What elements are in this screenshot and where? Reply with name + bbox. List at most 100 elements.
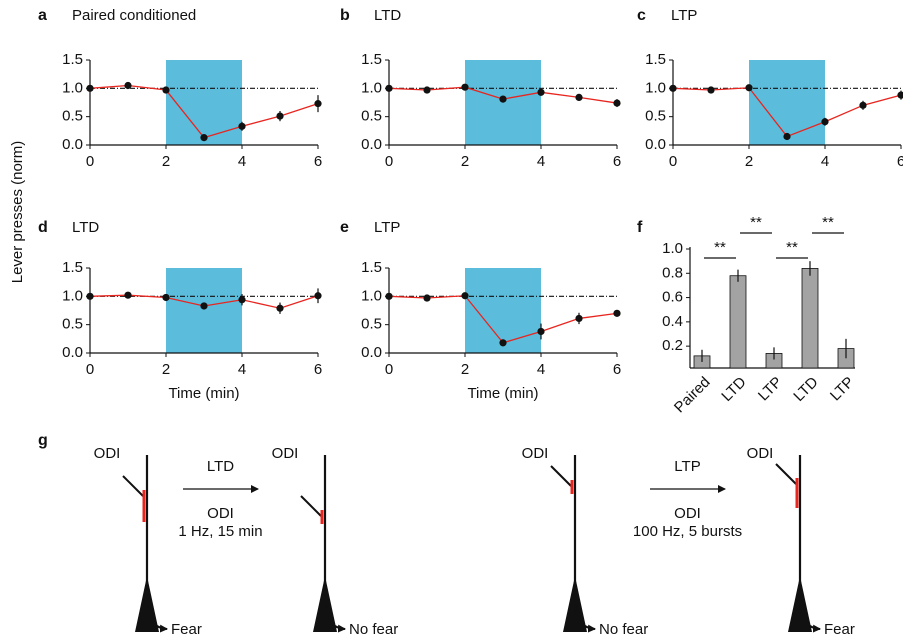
data-point — [314, 100, 322, 108]
x-tick-label: 4 — [238, 361, 246, 378]
data-point — [162, 293, 170, 302]
data-point — [385, 84, 393, 92]
bar — [801, 268, 819, 369]
x-tick-label: 2 — [461, 153, 469, 170]
input-label: ODI — [272, 445, 299, 462]
y-tick-label: 1.0 — [662, 240, 683, 257]
data-point — [461, 83, 469, 91]
y-tick-label: 0.4 — [662, 313, 683, 330]
panel-letter: e — [340, 219, 349, 236]
data-point — [499, 95, 507, 103]
data-point — [821, 118, 829, 126]
soma — [313, 576, 337, 632]
y-tick-label: 0.5 — [361, 108, 382, 125]
data-point — [86, 84, 94, 92]
y-tick-label: 1.0 — [645, 79, 666, 96]
protocol-label: 1 Hz, 15 min — [178, 523, 262, 540]
x-tick-label: Paired — [671, 374, 714, 417]
shaded-period — [166, 268, 242, 353]
y-tick-label: 0.0 — [645, 136, 666, 153]
y-tick-label: 0.0 — [62, 136, 83, 153]
output-arrow — [146, 604, 168, 633]
data-point — [745, 84, 753, 92]
data-point — [707, 86, 715, 94]
input-axon — [550, 465, 572, 487]
panel-title: LTD — [72, 219, 99, 236]
panel-letter: f — [637, 219, 643, 236]
x-tick-label: LTP — [755, 374, 786, 405]
data-point — [613, 309, 621, 317]
output-arrow — [574, 604, 596, 633]
y-tick-label: 1.5 — [645, 51, 666, 68]
data-point — [575, 93, 583, 101]
input-axon — [775, 463, 797, 485]
data-point — [897, 91, 903, 99]
data-point — [162, 86, 170, 94]
x-tick-label: 6 — [613, 361, 621, 378]
significance-label: ** — [714, 239, 726, 256]
output-arrow — [324, 604, 346, 633]
outcome-label: No fear — [349, 621, 398, 638]
soma — [135, 576, 159, 632]
stimulus-label: ODI — [674, 505, 701, 522]
y-tick-label: 0.6 — [662, 289, 683, 306]
x-tick-label: 2 — [745, 153, 753, 170]
data-point — [423, 86, 431, 94]
significance-label: ** — [822, 214, 834, 231]
output-arrow — [799, 604, 821, 633]
data-point — [537, 327, 545, 336]
protocol-label: 100 Hz, 5 bursts — [633, 523, 742, 540]
x-tick-label: 2 — [162, 361, 170, 378]
y-tick-label: 0.5 — [645, 108, 666, 125]
significance-label: ** — [786, 239, 798, 256]
x-tick-label: 6 — [314, 153, 322, 170]
panel-title: LTP — [374, 219, 400, 236]
data-point — [314, 292, 322, 300]
input-axon — [300, 495, 322, 517]
y-tick-label: 1.0 — [361, 287, 382, 304]
x-tick-label: 4 — [537, 153, 545, 170]
x-tick-label: 2 — [162, 153, 170, 170]
x-tick-label: 4 — [821, 153, 829, 170]
x-tick-label: 6 — [897, 153, 903, 170]
y-tick-label: 0.5 — [62, 316, 83, 333]
data-point — [537, 88, 545, 96]
y-tick-label: 0.5 — [361, 316, 382, 333]
panel-letter: d — [38, 219, 48, 236]
y-tick-label: 0.8 — [662, 264, 683, 281]
data-point — [124, 81, 132, 90]
y-tick-label: 1.5 — [62, 259, 83, 276]
data-point — [575, 314, 583, 323]
panel-title: LTP — [671, 7, 697, 24]
panel-title: Paired conditioned — [72, 7, 196, 24]
x-tick-label: 0 — [86, 153, 94, 170]
input-label: ODI — [747, 445, 774, 462]
transition-name: LTP — [674, 458, 700, 475]
data-point — [423, 294, 431, 302]
y-tick-label: 0.2 — [662, 337, 683, 354]
input-axon — [122, 475, 144, 497]
data-point — [613, 99, 621, 107]
outcome-label: No fear — [599, 621, 648, 638]
y-axis-label: Lever presses (norm) — [9, 141, 26, 284]
data-point — [669, 84, 677, 92]
data-point — [238, 296, 246, 304]
y-tick-label: 1.0 — [62, 287, 83, 304]
x-tick-label: 0 — [385, 361, 393, 378]
shaded-period — [749, 60, 825, 145]
y-tick-label: 1.5 — [62, 51, 83, 68]
x-tick-label: 4 — [537, 361, 545, 378]
x-axis-label: Time (min) — [467, 385, 538, 402]
bar — [729, 275, 747, 369]
significance-label: ** — [750, 214, 762, 231]
y-tick-label: 1.0 — [62, 79, 83, 96]
transition-name: LTD — [207, 458, 234, 475]
y-tick-label: 0.5 — [62, 108, 83, 125]
x-tick-label: LTD — [718, 374, 749, 405]
x-tick-label: 6 — [613, 153, 621, 170]
x-tick-label: LTD — [790, 374, 821, 405]
data-point — [276, 112, 284, 120]
y-tick-label: 0.0 — [361, 344, 382, 361]
panel-title: LTD — [374, 7, 401, 24]
